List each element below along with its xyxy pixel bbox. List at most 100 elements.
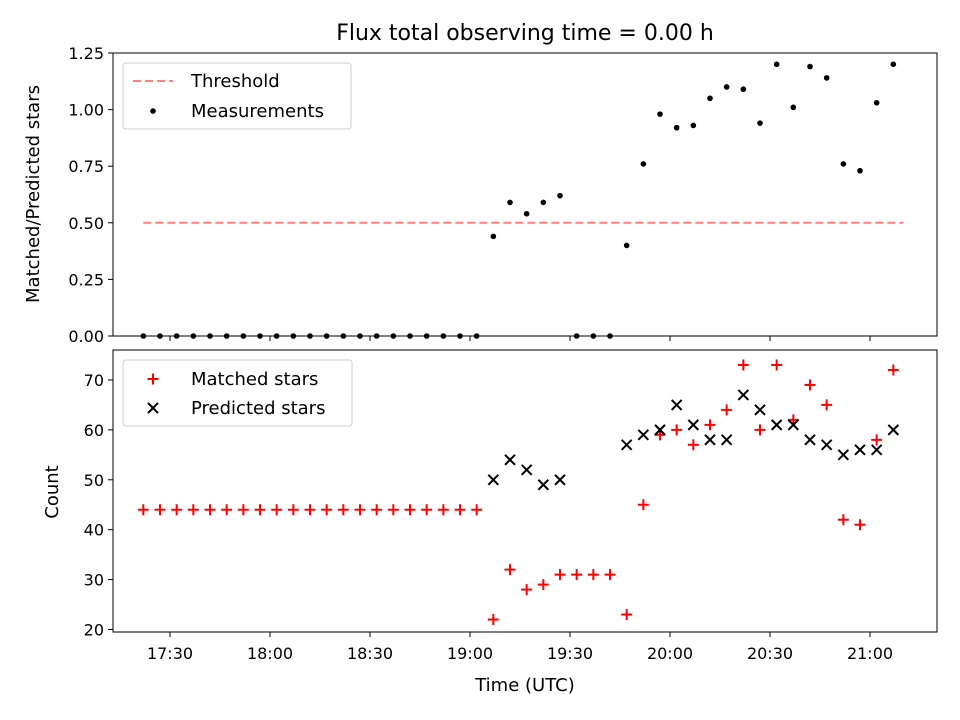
- predicted-marker-b: [870, 444, 883, 456]
- y-tick-label: 0.50: [68, 214, 104, 233]
- matched-star-point: [821, 399, 833, 411]
- measurement-point: [640, 161, 647, 167]
- predicted-marker-b: [820, 439, 833, 451]
- matched-star-point: [554, 569, 566, 581]
- matched-star-point: [737, 359, 749, 371]
- x-tick-label: 20:30: [747, 644, 793, 663]
- matched-star-point: [837, 514, 849, 526]
- predicted-star-point: [820, 439, 833, 451]
- matched-star-point: [371, 504, 383, 516]
- predicted-marker-b: [620, 439, 633, 451]
- predicted-star-point: [854, 444, 866, 456]
- matched-star-point: [171, 504, 183, 516]
- predicted-star-point: [787, 419, 800, 431]
- measurement-point: [540, 199, 547, 206]
- predicted-marker-b: [637, 429, 650, 441]
- matched-star-point: [287, 504, 299, 516]
- x-tick-label: 18:00: [247, 644, 293, 663]
- bottom-plot-frame: [112, 349, 938, 633]
- measurement-point: [757, 120, 763, 126]
- matched-star-point: [404, 504, 416, 516]
- x-axis-label: Time (UTC): [474, 675, 575, 696]
- measurement-point: [523, 210, 530, 217]
- matched-star-point: [321, 504, 333, 516]
- predicted-star-point: [637, 429, 650, 441]
- measurement-point: [790, 104, 797, 111]
- predicted-star-point: [837, 449, 850, 461]
- y-tick-label: 20: [84, 621, 104, 640]
- matched-star-point: [304, 504, 316, 516]
- threshold-legend-label: Threshold: [190, 71, 280, 92]
- predicted-star-point: [870, 444, 883, 456]
- matched-star-point: [137, 504, 149, 516]
- predicted-star-point: [537, 479, 550, 491]
- top-legend: Threshold Measurements: [122, 62, 352, 130]
- measurement-point: [823, 75, 830, 81]
- y-tick-label: 70: [84, 371, 104, 390]
- x-tick-label: 19:30: [547, 644, 593, 663]
- matched-star-point: [337, 504, 349, 516]
- flux-ratio-panel: 0.00 0.25 0.50 0.75 1.00 1.25 Threshold Measure…: [68, 44, 938, 346]
- matched-star-point: [804, 379, 816, 391]
- predicted-star-point: [770, 419, 783, 431]
- matched-star-point: [671, 424, 683, 436]
- matched-star-point: [421, 504, 433, 516]
- y-tick-label: 40: [84, 521, 104, 540]
- predicted-star-point: [704, 434, 716, 446]
- predicted-marker-b: [704, 434, 716, 446]
- matched-star-point: [537, 579, 549, 591]
- measurement-legend-swatch: [150, 108, 156, 114]
- predicted-marker-b: [854, 444, 866, 456]
- matched-star-point: [221, 504, 233, 516]
- predicted-marker-b: [737, 389, 750, 401]
- y-tick-label: 60: [84, 421, 104, 440]
- matched-star-point: [571, 569, 583, 581]
- y-tick-label: 1.00: [68, 101, 104, 120]
- measurement-legend-label: Measurements: [191, 101, 324, 122]
- predicted-marker-b: [837, 449, 850, 461]
- matched-star-point: [621, 609, 633, 621]
- measurement-point: [507, 199, 513, 206]
- predicted-star-point: [554, 474, 566, 486]
- measurement-point: [490, 233, 497, 240]
- matched-star-point: [354, 504, 366, 516]
- predicted-marker-b: [670, 399, 683, 411]
- predicted-marker-b: [787, 419, 800, 431]
- measurement-point: [707, 95, 713, 102]
- bottom-y-axis-label: Count: [42, 465, 63, 518]
- matched-star-point: [721, 404, 733, 416]
- matched-star-point: [471, 504, 483, 516]
- measurement-point: [873, 100, 880, 106]
- measurement-point: [840, 161, 847, 167]
- measurement-point: [623, 242, 630, 249]
- matched-star-point: [254, 504, 266, 516]
- measurement-point: [740, 86, 747, 93]
- y-tick-label: 50: [84, 471, 104, 490]
- matched-star-point: [454, 504, 466, 516]
- predicted-star-point: [487, 474, 500, 486]
- top-legend-box: [122, 62, 352, 130]
- matched-star-point: [587, 569, 599, 581]
- measurement-point: [690, 122, 697, 129]
- predicted-star-point: [720, 434, 733, 446]
- predicted-star-point: [620, 439, 633, 451]
- matched-star-point: [637, 499, 649, 511]
- matched-star-point: [871, 434, 883, 446]
- predicted-marker-b: [754, 404, 766, 416]
- measurement-point: [857, 167, 863, 174]
- predicted-marker-b: [520, 464, 533, 476]
- bottom-legend-box: [122, 359, 353, 427]
- matched-star-point: [754, 424, 766, 436]
- matched-star-point: [187, 504, 199, 516]
- predicted-marker-b: [770, 419, 783, 431]
- predicted-legend-swatch-b: [147, 402, 159, 414]
- predicted-marker-b: [654, 424, 666, 436]
- measurement-point: [773, 61, 780, 68]
- matched-star-point: [271, 504, 283, 516]
- matched-star-point: [237, 504, 249, 516]
- predicted-star-point: [887, 424, 900, 436]
- matched-star-point: [771, 359, 783, 371]
- predicted-star-point: [670, 399, 683, 411]
- star-count-panel: 20 30 40 50 60 70 17:30 18:00 18:30 19:00 19:30 20:…: [84, 349, 938, 663]
